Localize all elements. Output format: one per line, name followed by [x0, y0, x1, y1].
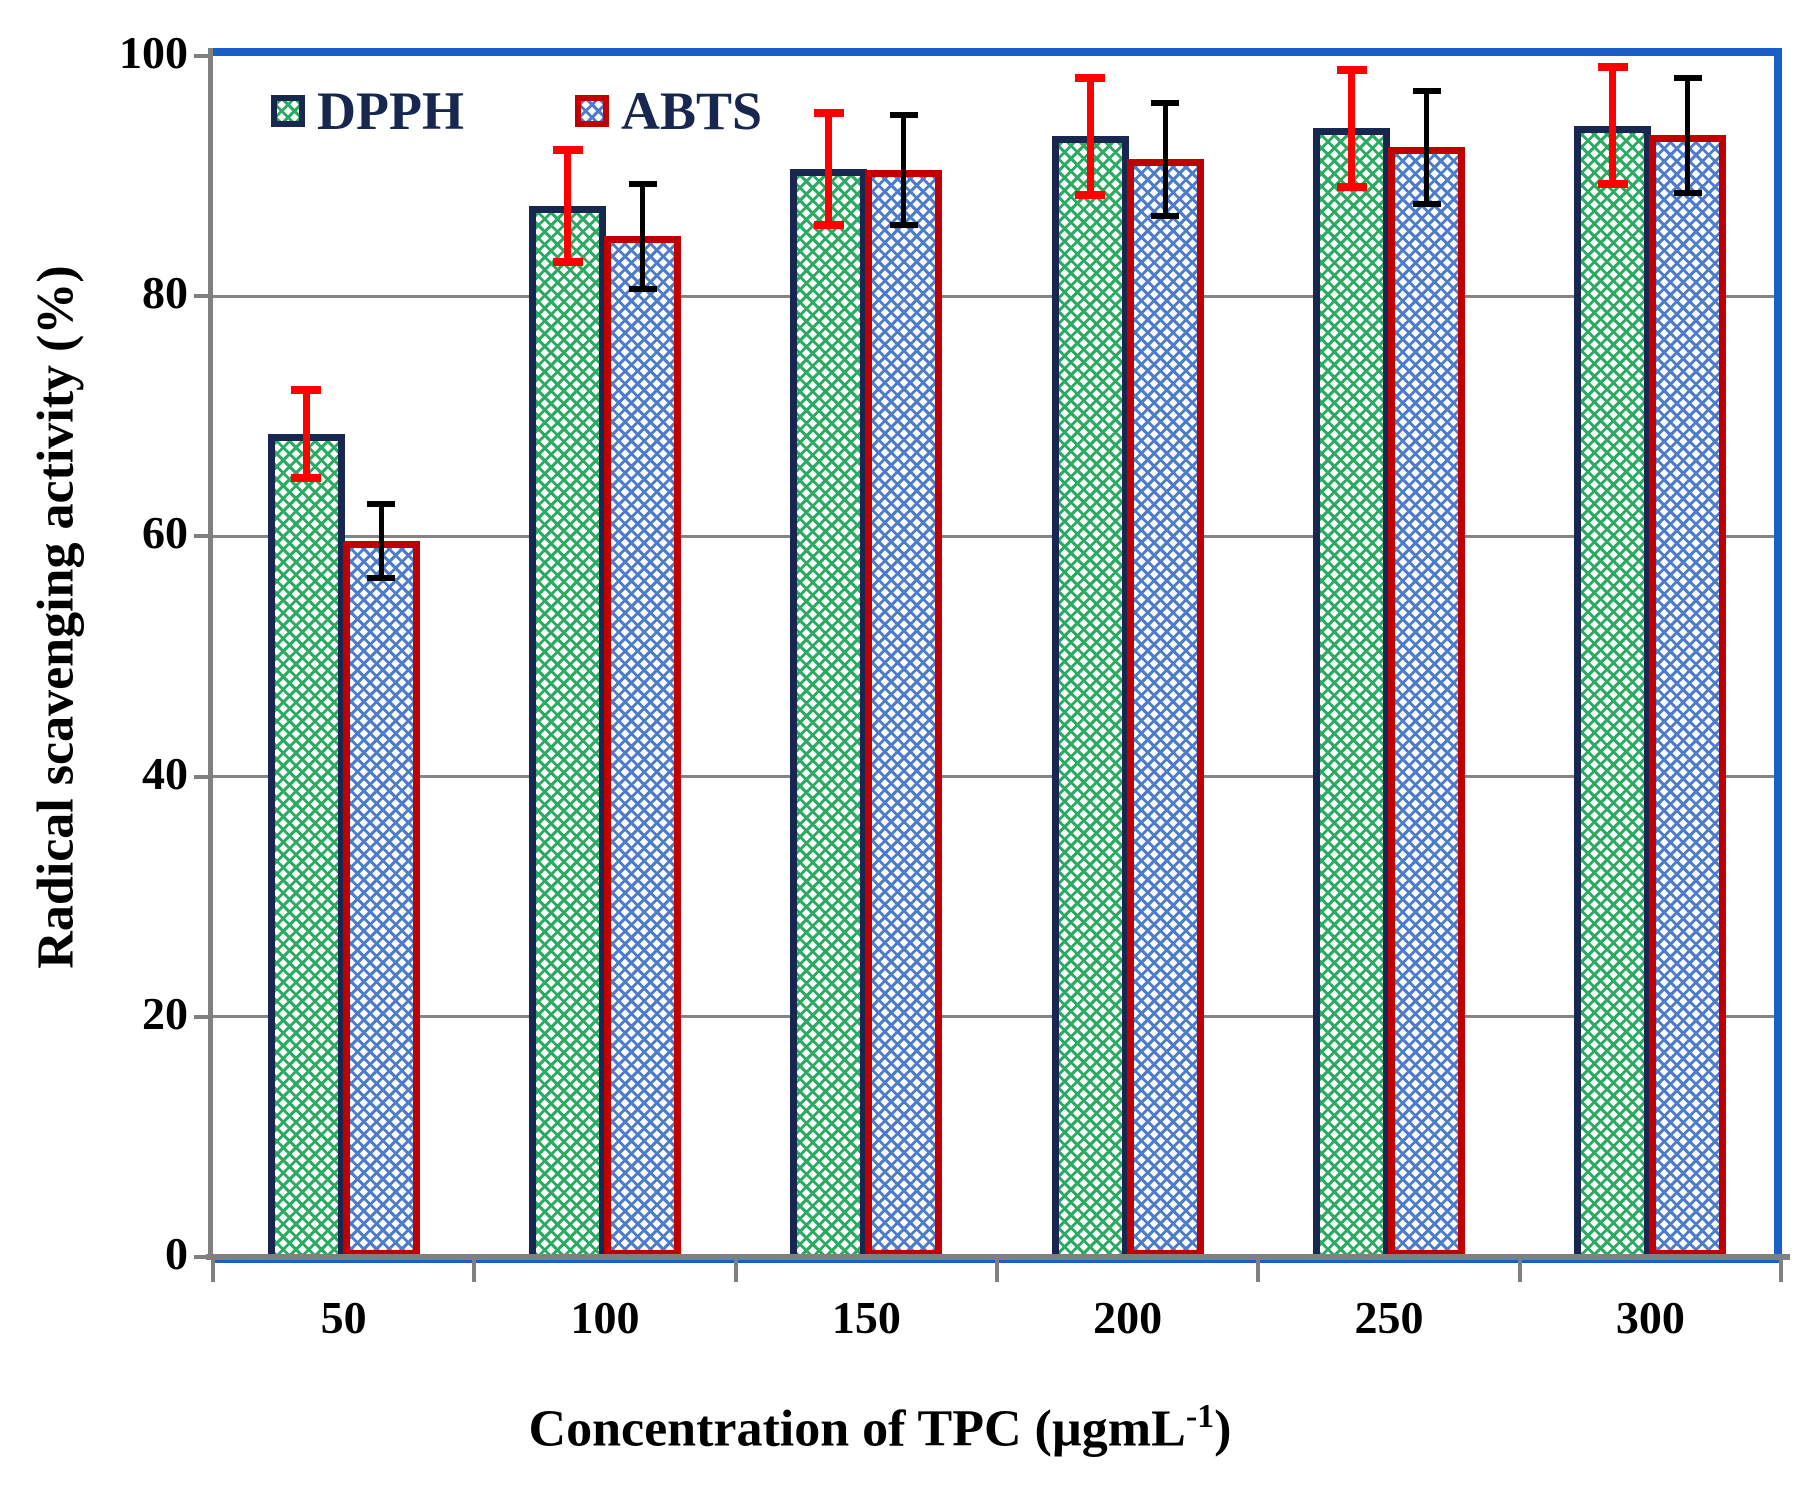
error-bar-line-dpph-300: [1609, 69, 1617, 183]
error-bar-cap-top: [291, 386, 322, 395]
y-axis-line: [208, 48, 213, 1260]
error-bar-line-dpph-100: [564, 152, 571, 261]
error-bar-cap-bottom: [1673, 189, 1702, 196]
x-tick-label: 150: [831, 1292, 901, 1343]
error-bar-cap-bottom: [1412, 200, 1441, 207]
x-axis-tick: [211, 1260, 215, 1282]
bar-abts-150: [865, 170, 943, 1257]
error-bar-line-dpph-250: [1348, 71, 1355, 185]
error-bar-cap-top: [552, 146, 583, 155]
error-bar-cap-top: [628, 180, 657, 187]
gridline: [213, 1015, 1774, 1019]
error-bar-cap-bottom: [1336, 182, 1367, 191]
error-bar-cap-bottom: [1151, 212, 1180, 219]
legend-swatch-abts-icon: [575, 95, 609, 127]
legend-item-dpph: DPPH: [271, 84, 464, 138]
error-bar-cap-top: [889, 112, 918, 119]
gridline: [213, 294, 1774, 298]
x-axis-tick: [1779, 1260, 1783, 1282]
gridline: [213, 534, 1774, 538]
error-bar-cap-bottom: [628, 285, 657, 292]
bar-abts-200: [1126, 159, 1204, 1257]
error-bar-cap-bottom: [889, 222, 918, 229]
x-axis-title-text: Concentration of TPC (µgmL: [528, 1400, 1186, 1458]
x-axis-title: Concentration of TPC (µgmL-1): [529, 1398, 1232, 1458]
error-bar-cap-bottom: [291, 474, 322, 483]
bar-dpph-250: [1313, 128, 1390, 1263]
error-bar-cap-bottom: [552, 258, 583, 267]
gridline: [213, 775, 1774, 779]
bar-abts-300: [1649, 135, 1727, 1257]
error-bar-line-abts-250: [1424, 92, 1429, 203]
bar-abts-250: [1388, 147, 1465, 1257]
error-bar-cap-bottom: [1597, 180, 1628, 189]
bar-dpph-50: [267, 434, 345, 1263]
y-axis-tick: [194, 774, 208, 779]
bar-dpph-100: [529, 206, 606, 1263]
error-bar-cap-top: [1673, 74, 1702, 81]
bar-dpph-300: [1574, 125, 1652, 1263]
x-tick-label: 100: [570, 1292, 640, 1343]
y-tick-label: 40: [142, 747, 188, 799]
x-axis-tick: [733, 1260, 738, 1282]
error-bar-cap-top: [1336, 65, 1367, 74]
bar-dpph-200: [1051, 136, 1129, 1263]
error-bar-cap-top: [813, 108, 844, 117]
y-tick-label: 60: [142, 507, 188, 559]
error-bar-cap-bottom: [367, 575, 396, 582]
x-axis-line: [206, 1254, 1790, 1260]
error-bar-line-abts-100: [640, 184, 645, 288]
y-tick-label: 100: [119, 27, 188, 78]
error-bar-line-abts-300: [1685, 78, 1691, 192]
x-tick-label: 200: [1093, 1292, 1163, 1343]
plot-frame-top: [211, 48, 1782, 56]
y-axis-tick: [194, 534, 208, 539]
legend-label-dpph: DPPH: [317, 81, 464, 141]
y-tick-label: 0: [165, 1228, 188, 1279]
error-bar-line-dpph-200: [1086, 80, 1094, 193]
x-axis-title-superscript: -1: [1185, 1398, 1215, 1435]
y-axis-tick: [194, 1255, 208, 1259]
y-tick-label: 20: [142, 987, 188, 1039]
y-tick-label: 80: [142, 267, 188, 319]
legend-label-abts: ABTS: [621, 81, 763, 141]
error-bar-line-dpph-50: [302, 392, 310, 477]
error-bar-line-abts-150: [901, 116, 907, 225]
x-axis-tick: [1256, 1260, 1261, 1282]
error-bar-line-abts-50: [378, 505, 384, 578]
bar-abts-100: [604, 236, 681, 1257]
y-axis-title: Radical scavenging activity (%): [27, 265, 85, 969]
x-tick-label: 300: [1615, 1292, 1685, 1343]
legend-item-abts: ABTS: [575, 84, 762, 138]
x-axis-title-close: ): [1214, 1400, 1232, 1458]
x-axis-tick: [1517, 1260, 1522, 1282]
x-axis-tick: [472, 1260, 477, 1282]
plot-frame-right: [1774, 48, 1782, 1260]
error-bar-cap-top: [1075, 74, 1106, 83]
error-bar-cap-top: [1412, 88, 1441, 95]
bar-dpph-150: [790, 168, 868, 1263]
y-axis-tick: [194, 294, 208, 299]
error-bar-line-abts-200: [1162, 104, 1168, 215]
x-tick-label: 250: [1354, 1292, 1424, 1343]
error-bar-cap-bottom: [1075, 190, 1106, 199]
error-bar-line-dpph-150: [825, 114, 833, 223]
x-tick-label: 50: [320, 1292, 367, 1343]
legend-swatch-dpph-icon: [271, 95, 305, 127]
x-axis-tick: [995, 1260, 999, 1282]
error-bar-cap-top: [1597, 63, 1628, 72]
error-bar-cap-top: [1151, 100, 1180, 107]
error-bar-cap-top: [367, 501, 396, 508]
y-axis-tick: [194, 1014, 208, 1019]
bar-abts-50: [342, 541, 420, 1257]
y-axis-tick: [194, 54, 208, 58]
error-bar-cap-bottom: [813, 220, 844, 229]
